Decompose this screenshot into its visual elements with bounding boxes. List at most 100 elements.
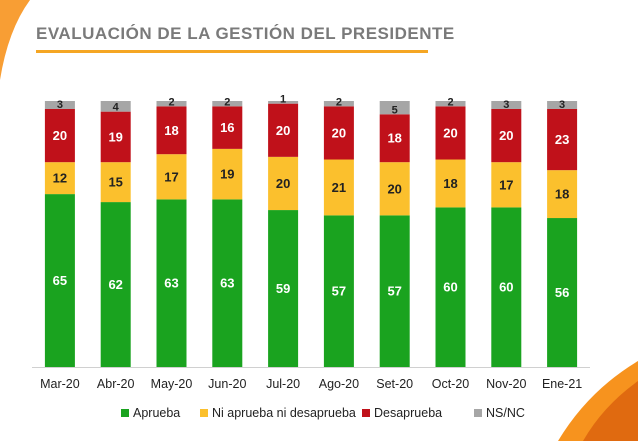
data-label-aprueba-Ago-20: 57	[332, 284, 346, 299]
data-label-ni-Abr-20: 15	[108, 175, 122, 190]
bar-desaprueba-Mar-20	[44, 108, 75, 163]
corner-swoosh-left	[0, 0, 30, 80]
bar-aprueba-Jul-20	[268, 210, 299, 367]
x-tick-label-Jun-20: Jun-20	[208, 377, 246, 391]
data-label-ni-Nov-20: 17	[499, 177, 513, 192]
data-label-ni-Oct-20: 18	[443, 176, 457, 191]
bar-nsnc-Mar-20	[44, 101, 75, 109]
bar-desaprueba-Oct-20	[435, 106, 466, 160]
bar-aprueba-Abr-20	[100, 202, 131, 367]
data-label-nsnc-Mar-20: 3	[57, 99, 63, 111]
legend-label-nsnc: NS/NC	[486, 406, 525, 420]
x-tick-label-Set-20: Set-20	[376, 377, 413, 391]
corner-swoosh-right	[558, 361, 638, 441]
data-label-nsnc-Ago-20: 2	[336, 96, 342, 108]
x-tick-label-Nov-20: Nov-20	[486, 377, 526, 391]
bar-aprueba-Set-20	[379, 215, 410, 367]
legend-label-ni: Ni aprueba ni desaprueba	[212, 406, 356, 420]
bar-ni-May-20	[156, 154, 187, 200]
data-label-desaprueba-Set-20: 18	[387, 131, 401, 146]
bar-desaprueba-Nov-20	[491, 108, 522, 163]
bar-nsnc-Nov-20	[491, 101, 522, 109]
data-label-aprueba-Jul-20: 59	[276, 281, 290, 296]
x-tick-label-Jul-20: Jul-20	[266, 377, 300, 391]
data-label-nsnc-Jul-20: 1	[280, 94, 286, 106]
bar-aprueba-Mar-20	[44, 194, 75, 367]
bar-nsnc-Jun-20	[212, 101, 243, 107]
bar-aprueba-Ago-20	[323, 215, 354, 367]
data-label-aprueba-Abr-20: 62	[108, 277, 122, 292]
bar-ni-Ene-21	[547, 170, 578, 219]
bar-ni-Oct-20	[435, 159, 466, 208]
bar-ni-Jun-20	[212, 148, 243, 200]
title-underline	[36, 50, 428, 53]
data-label-aprueba-Oct-20: 60	[443, 280, 457, 295]
legend-swatch-nsnc	[474, 409, 482, 417]
data-label-aprueba-Set-20: 57	[387, 284, 401, 299]
legend-label-aprueba: Aprueba	[133, 406, 180, 420]
data-label-aprueba-Nov-20: 60	[499, 280, 513, 295]
bar-nsnc-Set-20	[379, 101, 410, 115]
data-label-desaprueba-Mar-20: 20	[53, 128, 67, 143]
bar-nsnc-May-20	[156, 101, 187, 107]
bar-aprueba-Jun-20	[212, 199, 243, 367]
data-label-desaprueba-Oct-20: 20	[443, 125, 457, 140]
bar-ni-Set-20	[379, 162, 410, 216]
bar-ni-Abr-20	[100, 162, 131, 203]
bar-aprueba-Oct-20	[435, 207, 466, 367]
legend-swatch-ni	[200, 409, 208, 417]
x-tick-label-Ago-20: Ago-20	[319, 377, 359, 391]
data-label-desaprueba-Ene-21: 23	[555, 132, 569, 147]
data-label-nsnc-Set-20: 5	[392, 104, 398, 116]
bar-ni-Jul-20	[268, 156, 299, 211]
bar-desaprueba-Ago-20	[323, 106, 354, 160]
bar-desaprueba-Ene-21	[547, 108, 578, 171]
data-label-nsnc-Jun-20: 2	[224, 96, 230, 108]
legend-swatch-desaprueba	[362, 409, 370, 417]
bar-nsnc-Abr-20	[100, 101, 131, 112]
bar-desaprueba-Set-20	[379, 114, 410, 163]
data-label-ni-Mar-20: 12	[53, 171, 67, 186]
x-tick-label-May-20: May-20	[151, 377, 193, 391]
data-label-aprueba-Mar-20: 65	[53, 273, 67, 288]
bar-nsnc-Ene-21	[547, 101, 578, 109]
data-label-desaprueba-Jun-20: 16	[220, 120, 234, 135]
legend-label-desaprueba: Desaprueba	[374, 406, 442, 420]
data-label-nsnc-Ene-21: 3	[559, 99, 565, 111]
data-label-nsnc-Oct-20: 2	[447, 96, 453, 108]
data-label-ni-Jul-20: 20	[276, 176, 290, 191]
data-label-nsnc-May-20: 2	[168, 96, 174, 108]
bar-desaprueba-Abr-20	[100, 111, 131, 163]
bar-nsnc-Jul-20	[268, 101, 299, 104]
data-label-desaprueba-May-20: 18	[164, 123, 178, 138]
data-label-ni-Jun-20: 19	[220, 167, 234, 182]
chart-title: EVALUACIÓN DE LA GESTIÓN DEL PRESIDENTE	[36, 24, 455, 43]
bar-aprueba-Ene-21	[547, 218, 578, 367]
data-label-nsnc-Abr-20: 4	[113, 102, 120, 114]
x-tick-label-Mar-20: Mar-20	[40, 377, 80, 391]
x-tick-label-Oct-20: Oct-20	[432, 377, 470, 391]
data-label-ni-May-20: 17	[164, 169, 178, 184]
data-label-ni-Ene-21: 18	[555, 187, 569, 202]
data-label-desaprueba-Jul-20: 20	[276, 123, 290, 138]
x-tick-label-Ene-21: Ene-21	[542, 377, 582, 391]
bar-aprueba-Nov-20	[491, 207, 522, 367]
data-label-aprueba-May-20: 63	[164, 276, 178, 291]
data-label-ni-Set-20: 20	[387, 181, 401, 196]
x-tick-label-Abr-20: Abr-20	[97, 377, 135, 391]
bar-desaprueba-Jul-20	[268, 103, 299, 157]
data-label-aprueba-Ene-21: 56	[555, 285, 569, 300]
bar-ni-Nov-20	[491, 162, 522, 208]
data-label-nsnc-Nov-20: 3	[503, 99, 509, 111]
data-label-desaprueba-Ago-20: 20	[332, 125, 346, 140]
data-label-aprueba-Jun-20: 63	[220, 276, 234, 291]
data-label-ni-Ago-20: 21	[332, 180, 346, 195]
bar-nsnc-Ago-20	[323, 101, 354, 107]
bar-desaprueba-Jun-20	[212, 106, 243, 149]
data-label-desaprueba-Abr-20: 19	[108, 129, 122, 144]
bar-ni-Ago-20	[323, 159, 354, 216]
bar-desaprueba-May-20	[156, 106, 187, 155]
bar-ni-Mar-20	[44, 162, 75, 195]
bar-nsnc-Oct-20	[435, 101, 466, 107]
